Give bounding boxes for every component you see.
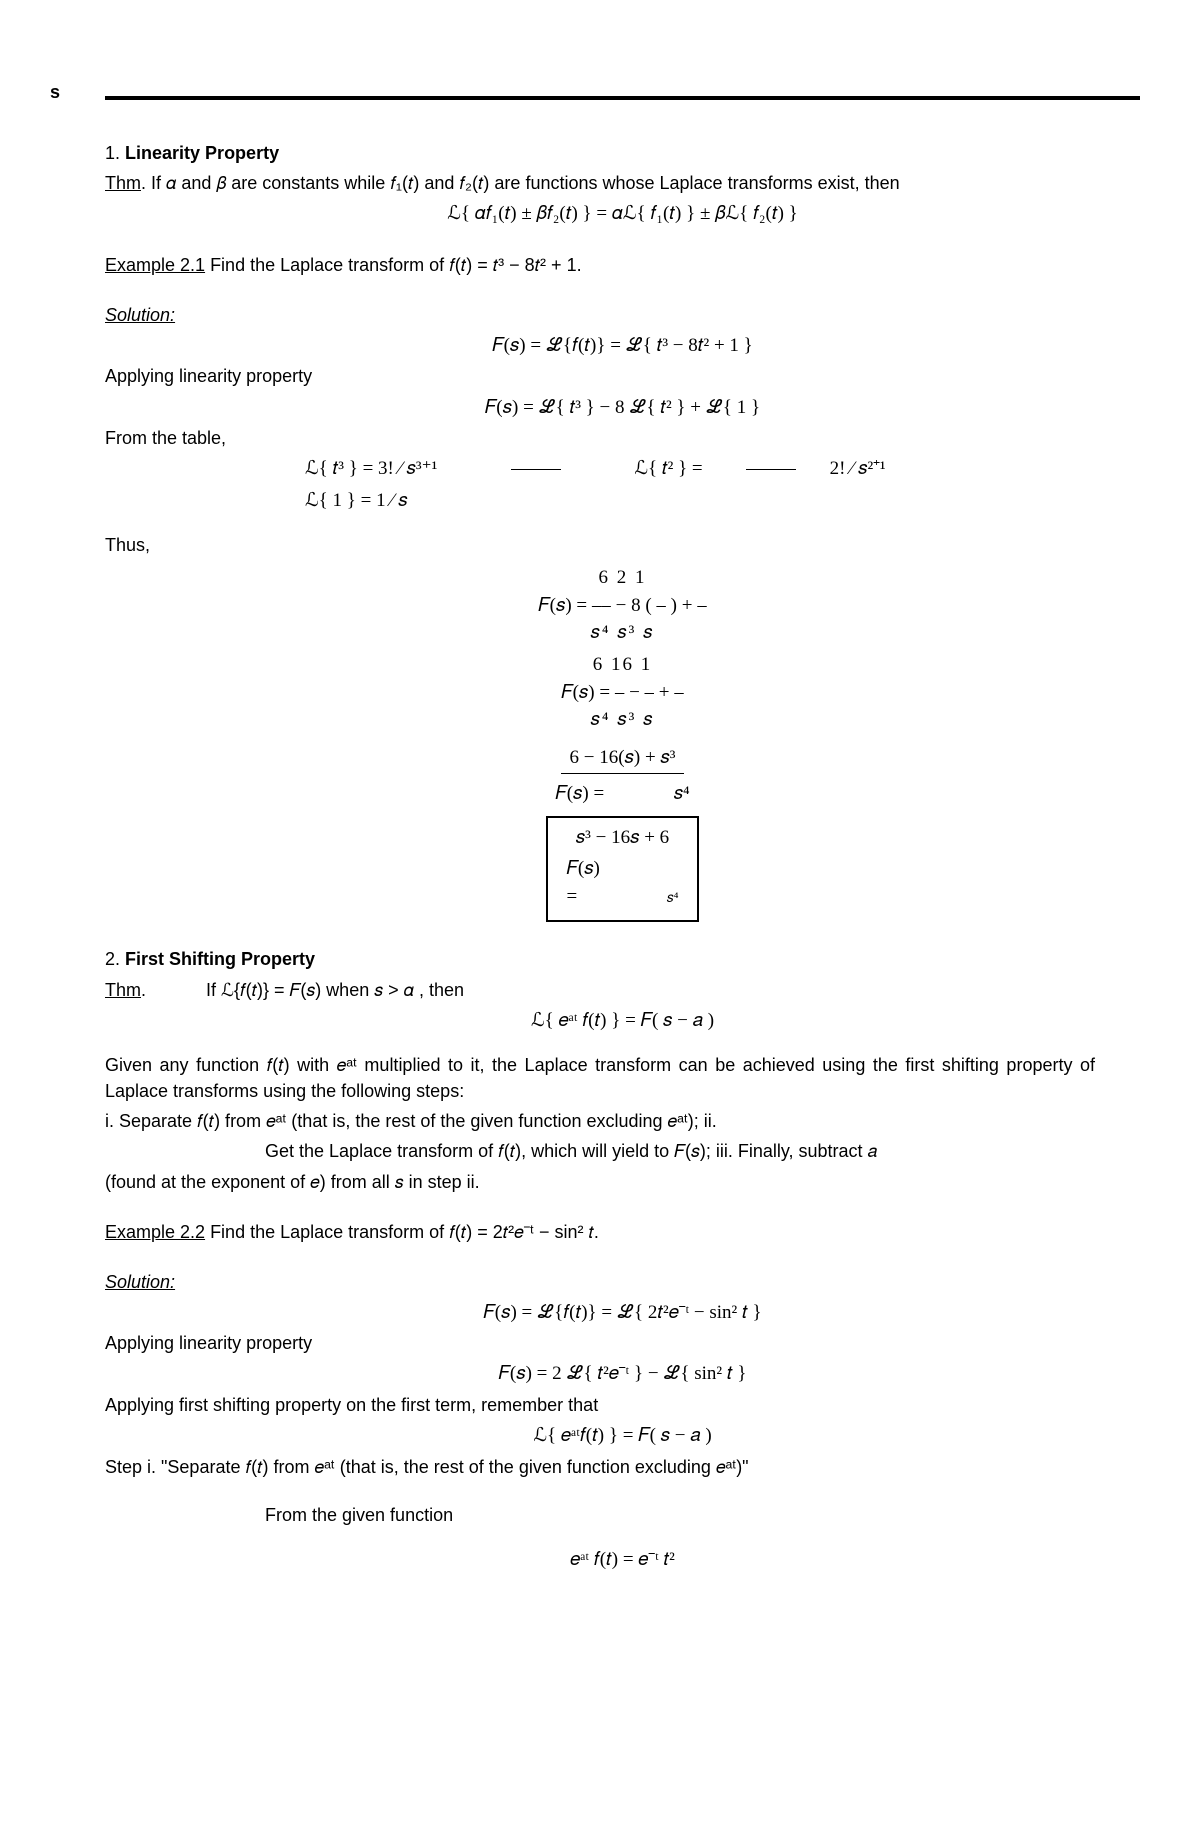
ex22-shift-eq: ℒ{ 𝑒ᵃᵗ𝑓(𝑡) } = 𝐹( 𝑠 − 𝑎 ) — [105, 1422, 1140, 1450]
example-2-1: Example 2.1 Find the Laplace transform o… — [105, 252, 1140, 278]
ex22-eq2: 𝐹(𝑠) = 2 ℒ{ 𝑡²𝑒⁻ᵗ } − ℒ{ sin² 𝑡 } — [105, 1360, 1140, 1388]
shift-equation: ℒ{ 𝑒ᵃᵗ 𝑓(𝑡) } = 𝐹( 𝑠 − 𝑎 ) — [105, 1007, 1140, 1035]
section-1-title: Linearity Property — [125, 143, 279, 163]
ex22-eq1: 𝐹(𝑠) = ℒ{𝑓(𝑡)} = ℒ{ 2𝑡²𝑒⁻ᵗ − sin² 𝑡 } — [105, 1299, 1140, 1327]
ex22-given-eq: 𝑒ᵃᵗ 𝑓(𝑡) = 𝑒⁻ᵗ 𝑡² — [105, 1546, 1140, 1574]
step1-num: 6 2 1 — [105, 564, 1140, 592]
step1-den: 𝑠⁴ 𝑠³ 𝑠 — [105, 619, 1140, 647]
apply-linearity-1: Applying linearity property — [105, 363, 1140, 389]
frac-den: 𝑠⁴ — [674, 783, 690, 804]
page: s 1. Linearity Property Thm. If 𝛼 and 𝛽 … — [0, 0, 1200, 1835]
step2-den: 𝑠⁴ 𝑠³ 𝑠 — [105, 706, 1140, 734]
shift-step-iii: (found at the exponent of 𝑒) from all 𝑠 … — [105, 1169, 1140, 1195]
linearity-equation: ℒ{ 𝛼𝑓₁(𝑡) ± 𝛽𝑓₂(𝑡) } = 𝛼ℒ{ 𝑓₁(𝑡) } ± 𝛽ℒ{… — [105, 200, 1140, 228]
step-3b: 𝐹(𝑠) = 𝑠⁴ — [105, 780, 1140, 808]
step2-num: 6 16 1 — [105, 651, 1140, 679]
example-2-2-label: Example 2.2 — [105, 1222, 205, 1242]
shift-step-ii: Get the Laplace transform of 𝑓(𝑡), which… — [265, 1138, 1140, 1164]
section-1-number: 1. — [105, 143, 120, 163]
box-num: 𝑠³ − 16𝑠 + 6 — [566, 824, 678, 854]
section-2-heading: 2. First Shifting Property — [105, 946, 1140, 972]
solution-label-2: Solution: — [105, 1269, 1140, 1295]
tab-one: ℒ{ 1 } = 1 ⁄ 𝑠 — [305, 487, 1140, 515]
tab-t2-right: 2! ⁄ 𝑠²⁺¹ — [830, 458, 886, 479]
ex21-eq1: 𝐹(𝑠) = ℒ{𝑓(𝑡)} = ℒ{ 𝑡³ − 8𝑡² + 1 } — [105, 332, 1140, 360]
step2-mid: 𝐹(𝑠) = ⎯ − ⎯ + ⎯ — [105, 679, 1140, 707]
shift-step-i: i. Separate 𝑓(𝑡) from 𝑒ᵃᵗ (that is, the … — [105, 1108, 1140, 1134]
step1-mid: 𝐹(𝑠) = ⎯⎯ − 8 ( ⎯ ) + ⎯ — [105, 592, 1140, 620]
step-2: 6 16 1 𝐹(𝑠) = ⎯ − ⎯ + ⎯ 𝑠⁴ 𝑠³ 𝑠 — [105, 651, 1140, 734]
example-2-2-text: Find the Laplace transform of 𝑓(𝑡) = 2𝑡²… — [205, 1222, 599, 1242]
section-2-theorem: Thm. If ℒ{𝑓(𝑡)} = 𝐹(𝑠) when 𝑠 > 𝛼 , then — [105, 977, 1140, 1003]
section-1-heading: 1. Linearity Property — [105, 140, 1140, 166]
ex21-eq2: 𝐹(𝑠) = ℒ{ 𝑡³ } − 8 ℒ{ 𝑡² } + ℒ{ 1 } — [105, 394, 1140, 422]
thm-label: Thm — [105, 173, 141, 193]
box-den: 𝑠⁴ — [667, 891, 679, 906]
header-rule — [105, 96, 1140, 100]
boxed-answer: 𝑠³ − 16𝑠 + 6 𝐹(𝑠) = 𝑠⁴ — [546, 816, 698, 923]
box-eq: = — [566, 886, 577, 907]
thus: Thus, — [105, 532, 1140, 558]
shift-paragraph: Given any function 𝑓(𝑡) with 𝑒ᵃᵗ multipl… — [105, 1052, 1095, 1104]
tab-t2-left: ℒ{ 𝑡² } = — [634, 458, 702, 479]
section-1-theorem: Thm. If 𝛼 and 𝛽 are constants while 𝑓₁(𝑡… — [105, 170, 1140, 196]
thm2-label: Thm — [105, 980, 141, 1000]
content-body: 1. Linearity Property Thm. If 𝛼 and 𝛽 ar… — [105, 140, 1140, 1573]
table-transforms: ℒ{ 𝑡³ } = 3! ⁄ 𝑠³⁺¹ ℒ{ 𝑡² } = 2! ⁄ 𝑠²⁺¹ — [305, 455, 1140, 483]
section-2-title: First Shifting Property — [125, 949, 315, 969]
step-3: 6 − 16(𝑠) + 𝑠³ — [105, 744, 1140, 775]
box-f: 𝐹(𝑠) — [566, 858, 599, 879]
boxed-answer-wrap: 𝑠³ − 16𝑠 + 6 𝐹(𝑠) = 𝑠⁴ — [105, 816, 1140, 923]
thm-text: . If 𝛼 and 𝛽 are constants while 𝑓₁(𝑡) a… — [141, 173, 900, 193]
section-2-number: 2. — [105, 949, 120, 969]
side-label: s — [50, 82, 60, 103]
example-2-1-label: Example 2.1 — [105, 255, 205, 275]
tab-t3: ℒ{ 𝑡³ } = 3! ⁄ 𝑠³⁺¹ — [305, 458, 437, 479]
ex22-step-i: Step i. "Separate 𝑓(𝑡) from 𝑒ᵃᵗ (that is… — [105, 1454, 1140, 1480]
solution-label-1: Solution: — [105, 302, 1140, 328]
from-given: From the given function — [265, 1502, 1140, 1528]
example-2-2: Example 2.2 Find the Laplace transform o… — [105, 1219, 1140, 1245]
from-table: From the table, — [105, 425, 1140, 451]
thm2-text: If ℒ{𝑓(𝑡)} = 𝐹(𝑠) when 𝑠 > 𝛼 , then — [206, 980, 464, 1000]
apply-linearity-2: Applying linearity property — [105, 1330, 1140, 1356]
apply-shift: Applying first shifting property on the … — [105, 1392, 1140, 1418]
frac-pre: 𝐹(𝑠) = — [555, 783, 604, 804]
step-1: 6 2 1 𝐹(𝑠) = ⎯⎯ − 8 ( ⎯ ) + ⎯ 𝑠⁴ 𝑠³ 𝑠 — [105, 564, 1140, 647]
frac-num: 6 − 16(𝑠) + 𝑠³ — [561, 744, 683, 775]
example-2-1-text: Find the Laplace transform of 𝑓(𝑡) = 𝑡³ … — [205, 255, 582, 275]
